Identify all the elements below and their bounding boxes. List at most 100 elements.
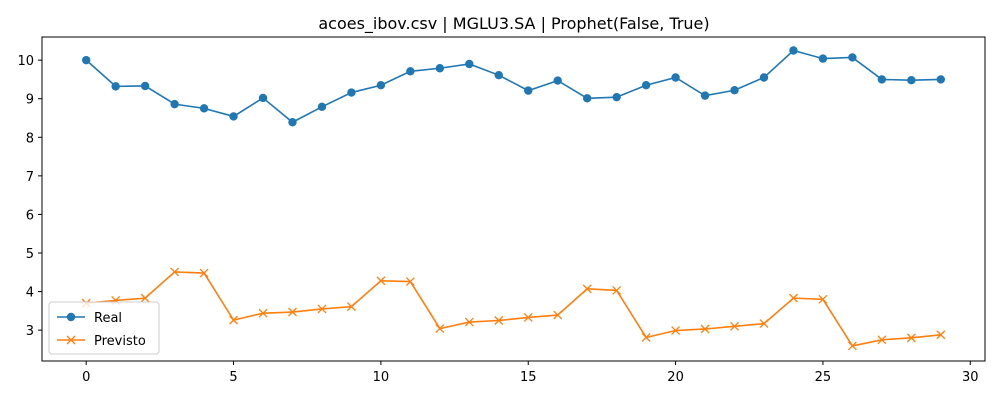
x-axis: 0 5 10 15 20 25 30 [82, 361, 979, 385]
y-tick-label: 6 [26, 208, 34, 223]
data-point-real [641, 81, 651, 90]
data-point-real [376, 81, 386, 90]
data-point-real [671, 73, 680, 82]
data-point-previsto [494, 316, 504, 325]
x-marker-stroke [523, 312, 533, 322]
data-point-real [759, 73, 769, 82]
x-marker-stroke [553, 310, 563, 320]
data-point-previsto [229, 315, 239, 325]
y-axis: 3 4 5 6 7 8 9 10 [17, 54, 42, 339]
x-marker-stroke [759, 319, 769, 329]
data-point-previsto [906, 333, 916, 343]
data-point-previsto [258, 308, 268, 318]
data-point-previsto [759, 319, 769, 329]
data-point-previsto [700, 324, 710, 334]
data-point-real [700, 91, 710, 100]
x-tick-label: 0 [82, 370, 90, 385]
x-marker-stroke [847, 341, 857, 351]
y-tick-label: 9 [26, 93, 34, 108]
x-tick-label: 20 [667, 370, 684, 385]
x-marker-stroke [258, 308, 268, 318]
x-tick-label: 25 [815, 370, 832, 385]
x-marker-stroke [730, 321, 739, 331]
legend-label: Previsto [94, 334, 146, 349]
data-point-real [229, 112, 238, 121]
y-tick-label: 3 [26, 324, 34, 339]
data-point-previsto [612, 285, 622, 295]
data-point-previsto [199, 268, 209, 278]
x-marker-stroke [229, 315, 239, 325]
data-point-real [553, 76, 562, 85]
data-point-real [848, 53, 857, 62]
data-point-previsto [671, 326, 681, 335]
data-point-previsto [376, 276, 386, 286]
data-point-real [82, 55, 91, 65]
x-marker-stroke [906, 333, 916, 343]
data-point-previsto [405, 277, 415, 287]
x-marker-stroke [671, 326, 681, 335]
data-point-previsto [170, 267, 180, 277]
data-point-previsto [582, 284, 592, 294]
series-previsto [81, 267, 946, 351]
data-point-previsto [464, 317, 474, 327]
data-point-real [288, 118, 297, 127]
data-point-real [907, 76, 916, 85]
y-tick-label: 8 [26, 131, 34, 146]
y-tick-label: 10 [17, 54, 34, 69]
data-point-real [111, 82, 120, 91]
legend-marker [66, 335, 76, 345]
data-point-real [140, 81, 150, 91]
y-tick-label: 5 [26, 247, 34, 262]
data-point-previsto [730, 321, 739, 331]
data-point-real [936, 75, 945, 84]
data-point-previsto [788, 293, 798, 303]
legend-label: Real [94, 311, 122, 326]
x-marker-stroke [700, 324, 710, 334]
legend-marker [66, 312, 76, 322]
x-marker-stroke [170, 267, 180, 277]
data-point-previsto [936, 330, 946, 340]
x-marker-stroke [435, 324, 445, 334]
y-tick-label: 7 [26, 170, 34, 185]
x-marker-stroke [140, 293, 150, 303]
series-line-previsto [86, 271, 941, 347]
data-point-previsto [435, 324, 445, 334]
data-point-real [258, 93, 268, 103]
x-marker-stroke [288, 307, 297, 317]
x-tick-label: 10 [373, 370, 390, 385]
data-point-real [465, 59, 474, 69]
x-marker-stroke [199, 268, 209, 278]
plot-frame [41, 36, 986, 362]
data-point-real [818, 54, 828, 63]
data-point-previsto [641, 333, 651, 342]
series-layer [81, 46, 946, 351]
data-point-real [170, 99, 179, 109]
legend-item-real: Real [57, 311, 122, 326]
data-point-real [789, 46, 798, 55]
data-point-real [730, 86, 739, 95]
legend-item-previsto: Previsto [57, 334, 146, 349]
series-line-real [85, 49, 941, 124]
data-point-previsto [346, 302, 356, 312]
x-marker-stroke [641, 333, 651, 342]
data-point-real [406, 67, 415, 76]
x-marker-stroke [788, 293, 798, 303]
data-point-previsto [553, 310, 563, 320]
data-point-real [435, 64, 445, 73]
data-point-previsto [847, 341, 857, 351]
data-point-previsto [877, 335, 887, 345]
data-point-previsto [317, 304, 327, 314]
data-point-real [317, 102, 327, 112]
data-point-real [582, 94, 592, 103]
x-marker-stroke [66, 335, 76, 345]
data-point-real [612, 92, 621, 102]
x-tick-label: 30 [962, 370, 979, 385]
x-marker-stroke [582, 284, 592, 294]
data-point-previsto [523, 312, 533, 322]
y-tick-label: 4 [26, 286, 34, 301]
x-marker-stroke [346, 302, 356, 312]
chart-title: acoes_ibov.csv | MGLU3.SA | Prophet(Fals… [318, 14, 709, 34]
x-marker-stroke [376, 276, 386, 286]
legend: Real Previsto [48, 301, 160, 355]
